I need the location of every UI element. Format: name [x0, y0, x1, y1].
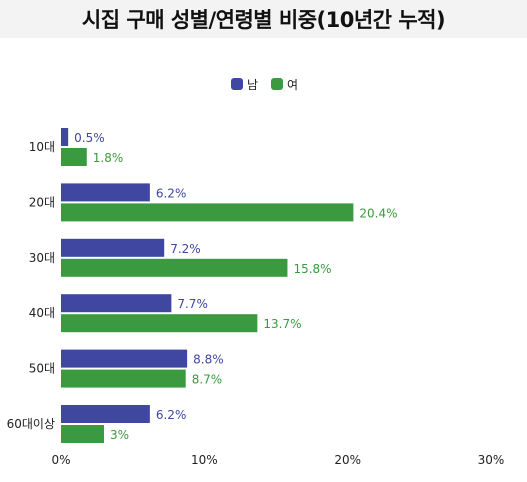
- x-tick-0: 0%: [51, 453, 70, 467]
- bar-0-2: [61, 238, 165, 257]
- data-label-0-3: 7.7%: [177, 297, 208, 311]
- category-labels: 10대 20대 30대 40대 50대 60대이상: [7, 140, 55, 431]
- data-label-1-1: 20.4%: [359, 206, 397, 220]
- bar-0-4: [61, 349, 188, 368]
- legend-label-1: 여: [287, 78, 298, 92]
- category-label-4: 50대: [29, 362, 55, 376]
- data-label-0-1: 6.2%: [156, 186, 187, 200]
- data-label-1-5: 3%: [110, 428, 129, 442]
- bar-1-3: [61, 314, 258, 333]
- data-label-0-5: 6.2%: [156, 408, 187, 422]
- legend-label-0: 남: [247, 78, 258, 92]
- legend-swatch-0: [231, 78, 243, 90]
- title-band: [0, 0, 527, 38]
- category-label-1: 20대: [29, 195, 55, 209]
- data-label-1-2: 15.8%: [293, 262, 331, 276]
- bar-0-5: [61, 405, 150, 423]
- chart-title: 시집 구매 성별/연령별 비중(10년간 누적): [81, 8, 446, 32]
- category-label-3: 40대: [29, 306, 55, 320]
- bar-1-1: [61, 203, 354, 222]
- data-label-0-0: 0.5%: [74, 131, 105, 145]
- data-label-1-4: 8.7%: [192, 373, 223, 387]
- data-label-0-4: 8.8%: [193, 353, 224, 367]
- bar-1-4: [61, 369, 186, 388]
- x-axis-ticks: 0% 10% 20% 30%: [51, 453, 504, 467]
- bar-1-5: [61, 425, 104, 443]
- x-tick-1: 10%: [191, 453, 218, 467]
- bar-0-1: [61, 183, 150, 202]
- category-label-5: 60대이상: [7, 417, 55, 431]
- data-label-1-3: 13.7%: [263, 317, 301, 331]
- x-tick-3: 30%: [478, 453, 505, 467]
- bar-0-3: [61, 294, 172, 313]
- category-label-2: 30대: [29, 251, 55, 265]
- x-tick-2: 20%: [334, 453, 361, 467]
- legend-swatch-1: [271, 78, 283, 90]
- bar-1-0: [61, 148, 87, 166]
- bar-1-2: [61, 258, 288, 277]
- data-label-1-0: 1.8%: [93, 151, 124, 165]
- bars: 0.5% 1.8% 6.2% 20.4% 7.2% 15.8% 7.7% 13.7% 8.8% 8…: [61, 128, 398, 443]
- category-label-0: 10대: [29, 140, 55, 154]
- bar-0-0: [61, 128, 69, 146]
- data-label-0-2: 7.2%: [170, 242, 201, 256]
